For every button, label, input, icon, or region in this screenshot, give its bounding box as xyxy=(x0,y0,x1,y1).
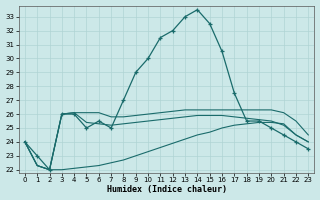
X-axis label: Humidex (Indice chaleur): Humidex (Indice chaleur) xyxy=(107,185,227,194)
